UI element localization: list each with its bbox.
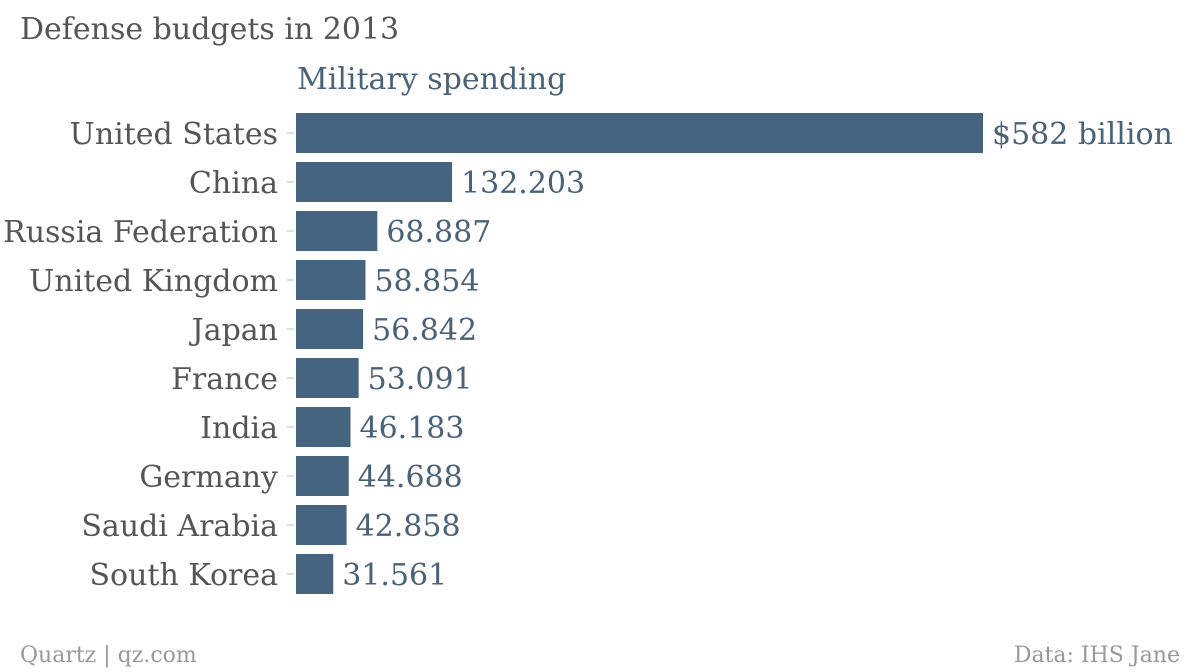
footer-source-right: Data: IHS Jane — [1013, 643, 1180, 668]
category-label: France — [171, 362, 278, 397]
category-label: United Kingdom — [29, 264, 278, 299]
bar-chart: United States $582 billion China 132.203 Rus… — [3, 113, 1173, 594]
data-label: 53.091 — [368, 362, 473, 397]
category-label: Japan — [189, 313, 278, 348]
category-label: United States — [70, 117, 278, 152]
data-label: $582 billion — [992, 117, 1173, 152]
category-label: India — [200, 411, 278, 446]
bar — [296, 505, 347, 545]
category-label: Russia Federation — [3, 215, 278, 250]
bar — [296, 113, 983, 153]
bar — [296, 260, 366, 300]
bar — [296, 162, 453, 202]
category-label: South Korea — [90, 558, 279, 593]
category-label: Germany — [139, 460, 278, 495]
bar — [296, 358, 359, 398]
bar — [296, 309, 364, 349]
data-label: 46.183 — [360, 411, 465, 446]
category-label: China — [189, 166, 278, 201]
data-label: 56.842 — [372, 313, 477, 348]
bar — [296, 554, 334, 594]
data-label: 44.688 — [358, 460, 463, 495]
series-label: Military spending — [297, 62, 567, 97]
data-label: 68.887 — [386, 215, 491, 250]
footer-source-left: Quartz | qz.com — [20, 643, 197, 668]
bar — [296, 407, 351, 447]
bar — [296, 211, 378, 251]
bar — [296, 456, 349, 496]
data-label: 42.858 — [356, 509, 461, 544]
data-label: 31.561 — [342, 558, 447, 593]
data-label: 58.854 — [374, 264, 479, 299]
chart-title: Defense budgets in 2013 — [20, 12, 400, 47]
category-label: Saudi Arabia — [81, 509, 278, 544]
data-label: 132.203 — [461, 166, 585, 201]
